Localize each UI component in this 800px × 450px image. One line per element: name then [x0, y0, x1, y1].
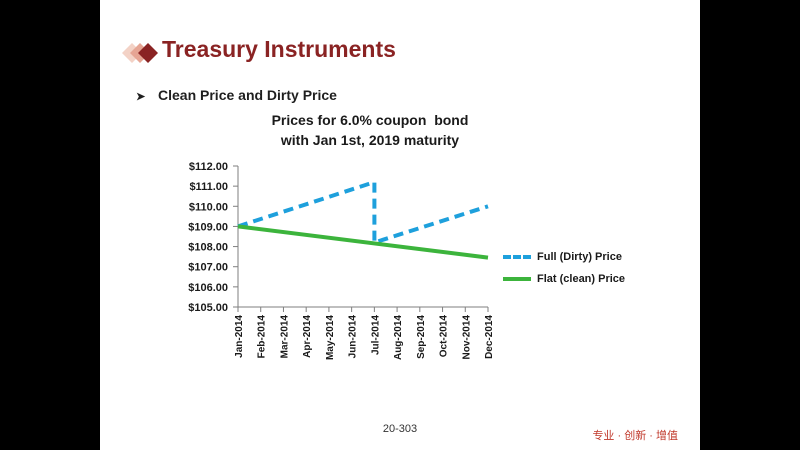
legend-swatch-dirty: [503, 255, 531, 259]
chart-title-line-2: with Jan 1st, 2019 maturity: [280, 132, 460, 148]
x-tick-label: Nov-2014: [461, 315, 472, 360]
x-tick-label: Oct-2014: [439, 315, 450, 358]
legend-label-dirty: Full (Dirty) Price: [537, 251, 622, 263]
line-chart: $112.00 $111.00 $110.00 $109.00 $108.00 $107.…: [188, 161, 495, 360]
arrow-bullet-icon: ➤: [136, 91, 146, 103]
slide: Treasury Instruments ➤ Clean Price and Di…: [100, 0, 700, 450]
x-tick-label: Mar-2014: [279, 315, 290, 359]
y-tick-label: $106.00: [188, 282, 228, 294]
diamond-logo-icon: [122, 43, 158, 63]
y-tick-label: $111.00: [189, 181, 228, 193]
chart-title-line-1: Prices for 6.0% coupon bond: [271, 112, 469, 128]
bullet-text: Clean Price and Dirty Price: [158, 87, 337, 103]
x-tick-label: Dec-2014: [484, 315, 495, 359]
legend-swatch-clean: [503, 277, 531, 281]
y-tick-label: $107.00: [188, 262, 228, 274]
x-tick-label: Feb-2014: [257, 315, 268, 359]
x-tick-label: Jul-2014: [370, 315, 381, 355]
x-tick-label: Jun-2014: [348, 315, 359, 359]
x-tick-label: Aug-2014: [393, 315, 404, 360]
x-tick-label: Jan-2014: [234, 315, 245, 358]
page-title: Treasury Instruments: [162, 36, 396, 62]
y-tick-label: $108.00: [188, 242, 228, 254]
legend-item-clean: Flat (clean) Price: [503, 268, 625, 290]
footer-brand: 专业 · 创新 · 增值: [592, 430, 678, 442]
legend-item-dirty: Full (Dirty) Price: [503, 246, 625, 268]
y-tick-label: $110.00: [189, 201, 228, 213]
chart-legend: Full (Dirty) Price Flat (clean) Price: [503, 246, 625, 290]
legend-label-clean: Flat (clean) Price: [537, 273, 626, 285]
chart-title: Prices for 6.0% coupon bond with Jan 1st…: [240, 110, 500, 150]
x-tick-label: Sep-2014: [416, 315, 427, 359]
y-tick-label: $105.00: [188, 302, 228, 314]
y-tick-label: $112.00: [189, 161, 228, 173]
page-number: 20-303: [382, 423, 418, 435]
series-line-dirty-price: [237, 180, 489, 245]
y-tick-label: $109.00: [188, 221, 228, 233]
x-tick-label: Apr-2014: [302, 315, 313, 358]
x-tick-label: May-2014: [325, 315, 336, 360]
series-line-clean-price: [237, 224, 489, 260]
bullet-item: ➤ Clean Price and Dirty Price: [136, 87, 337, 103]
